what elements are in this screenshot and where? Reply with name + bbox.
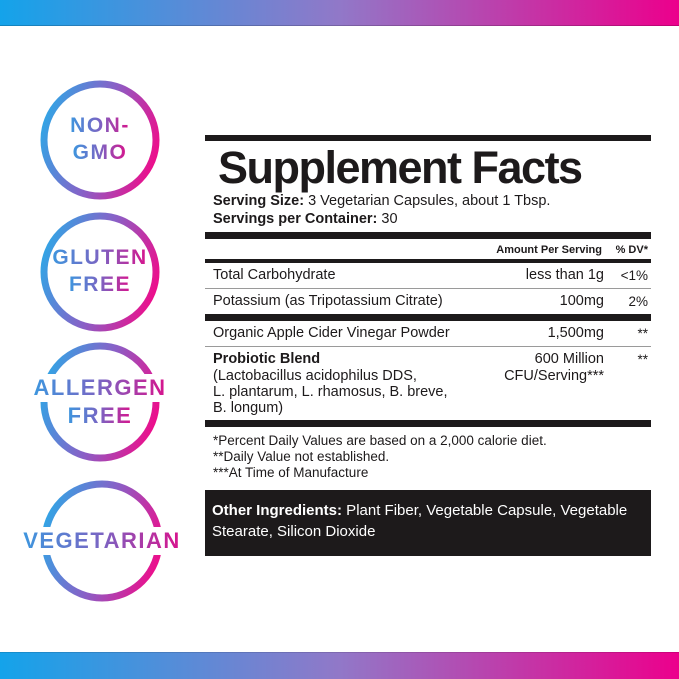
gradient-circle-icon [40, 212, 160, 332]
supplement-facts-panel: Supplement Facts Serving Size: 3 Vegetar… [205, 135, 651, 556]
footnote-line: ***At Time of Manufacture [213, 465, 369, 480]
nutrient-name: Potassium (as Tripotassium Citrate) [213, 293, 443, 309]
nutrient-amount: 600 Million CFU/Serving*** [504, 351, 604, 384]
gradient-circle-icon [40, 342, 160, 462]
badge-vegetarian: VEGETARIAN [12, 479, 192, 603]
badge-label-line: VEGETARIAN [18, 526, 186, 556]
footnotes: *Percent Daily Values are based on a 2,0… [205, 427, 651, 489]
blend-ingredients-line: (Lactobacillus acidophilus DDS, [213, 368, 417, 384]
panel-title: Supplement Facts [218, 142, 583, 193]
nutrient-name: Total Carbohydrate [213, 267, 336, 283]
nutrient-row: Total Carbohydrate less than 1g <1% [205, 263, 651, 289]
footnote-line: **Daily Value not established. [213, 449, 390, 464]
badge-label-line: FREE [69, 272, 131, 299]
serving-info: Serving Size: 3 Vegetarian Capsules, abo… [205, 192, 651, 232]
nutrient-dv: <1% [620, 268, 648, 283]
column-header-row: Amount Per Serving % DV* [205, 239, 651, 259]
nutrient-amount: less than 1g [525, 267, 604, 283]
nutrient-dv: ** [637, 352, 648, 367]
badge-label-line: FREE [68, 402, 133, 430]
badge-label-line: GMO [73, 140, 128, 167]
nutrient-dv: ** [637, 326, 648, 341]
nutrient-row: Potassium (as Tripotassium Citrate) 100m… [205, 289, 651, 314]
blend-ingredients-line: B. longum) [213, 400, 284, 416]
other-ingredients-box: Other Ingredients: Plant Fiber, Vegetabl… [205, 490, 651, 556]
panel-rule [205, 314, 651, 321]
footnote-line: *Percent Daily Values are based on a 2,0… [213, 433, 547, 448]
badge-label-line: NON- [70, 113, 130, 140]
nutrient-row: Probiotic Blend (Lactobacillus acidophil… [205, 347, 651, 420]
badge-non-gmo: NON- GMO [10, 78, 190, 202]
nutrient-name: Probiotic Blend (Lactobacillus acidophil… [213, 351, 504, 416]
bottom-gradient-bar [0, 652, 679, 679]
panel-rule [205, 232, 651, 239]
nutrient-amount: 100mg [559, 293, 604, 309]
badge-label-line: ALLERGEN [28, 373, 172, 402]
blend-ingredients-line: L. plantarum, L. rhamosus, B. breve, [213, 384, 448, 400]
panel-rule [205, 259, 651, 263]
column-header-amount: Amount Per Serving [496, 244, 602, 256]
column-header-dv: % DV* [615, 244, 648, 256]
servings-per-container-line: Servings per Container: 30 [213, 211, 398, 227]
nutrient-name: Organic Apple Cider Vinegar Powder [213, 325, 450, 341]
nutrient-row: Organic Apple Cider Vinegar Powder 1,500… [205, 321, 651, 347]
panel-top-rule [205, 135, 651, 141]
badge-label-line: GLUTEN [52, 245, 147, 272]
badge-allergen-free: ALLERGEN FREE [10, 340, 190, 464]
nutrient-amount: 1,500mg [547, 325, 604, 341]
badge-gluten-free: GLUTEN FREE [10, 210, 190, 334]
top-gradient-bar [0, 0, 679, 26]
gradient-circle-icon [40, 80, 160, 200]
panel-rule [205, 420, 651, 427]
nutrient-dv: 2% [628, 294, 648, 309]
serving-size-line: Serving Size: 3 Vegetarian Capsules, abo… [213, 193, 551, 209]
